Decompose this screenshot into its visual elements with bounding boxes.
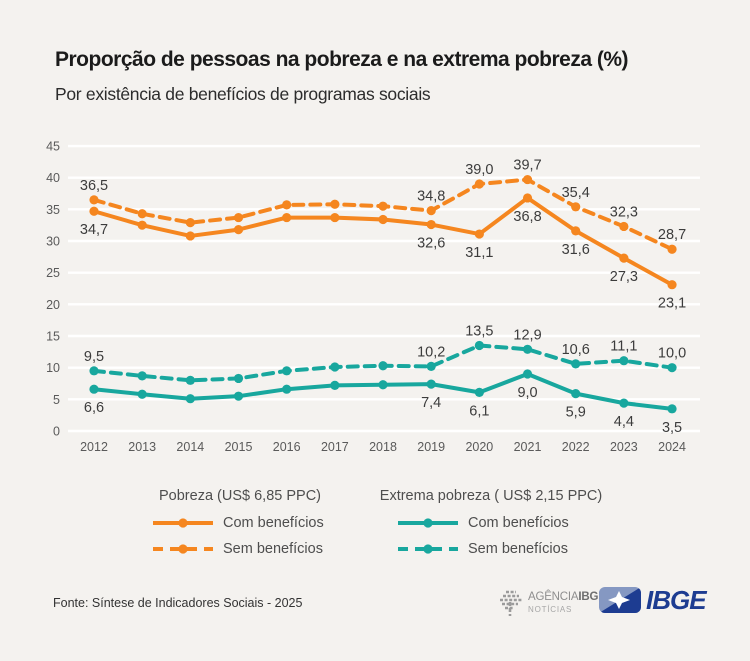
- legend-item-label: Com benefícios: [223, 515, 324, 531]
- svg-text:34,8: 34,8: [417, 189, 445, 205]
- svg-text:31,6: 31,6: [562, 242, 590, 258]
- svg-text:40: 40: [46, 171, 60, 185]
- agencia-logo-line1: AGÊNCIAIBGE: [528, 591, 606, 604]
- legend-item-label: Sem benefícios: [223, 541, 323, 557]
- svg-text:5: 5: [53, 393, 60, 407]
- legend-item-pobreza-sem-beneficios: Sem benefícios: [153, 541, 323, 557]
- svg-text:2012: 2012: [80, 440, 108, 454]
- svg-text:25: 25: [46, 266, 60, 280]
- svg-text:28,7: 28,7: [658, 227, 686, 243]
- svg-text:6,1: 6,1: [469, 403, 489, 419]
- legend-item-extrema-sem-beneficios: Sem benefícios: [398, 541, 568, 557]
- svg-text:35,4: 35,4: [562, 185, 590, 201]
- svg-text:30: 30: [46, 235, 60, 249]
- svg-text:27,3: 27,3: [610, 269, 638, 285]
- page-title: Proporção de pessoas na pobreza e na ext…: [55, 48, 629, 71]
- svg-text:32,6: 32,6: [417, 236, 445, 252]
- svg-text:12,9: 12,9: [513, 327, 541, 343]
- solid-line-sample-icon: [398, 518, 458, 528]
- svg-text:11,1: 11,1: [610, 339, 637, 355]
- gridlines: [68, 144, 700, 433]
- legend-group-title-extrema-pobreza: Extrema pobreza ( US$ 2,15 PPC): [379, 488, 603, 504]
- svg-text:10,2: 10,2: [417, 344, 445, 360]
- svg-text:9,5: 9,5: [84, 349, 104, 365]
- svg-text:2014: 2014: [176, 440, 204, 454]
- svg-text:2021: 2021: [514, 440, 542, 454]
- y-axis-tick-labels: 0 5 10 15 20 25 30 35 40 45: [46, 140, 60, 439]
- svg-text:3,5: 3,5: [662, 420, 682, 436]
- svg-text:2013: 2013: [128, 440, 156, 454]
- svg-text:2016: 2016: [273, 440, 301, 454]
- agencia-word: AGÊNCIA: [528, 591, 579, 603]
- svg-text:34,7: 34,7: [80, 222, 108, 238]
- series-sem-benefícios-teal: 9,5 10,2 13,5 12,9 10,6 11,1 10,0: [84, 324, 686, 385]
- svg-text:10,0: 10,0: [658, 346, 686, 362]
- svg-text:32,3: 32,3: [610, 204, 638, 220]
- svg-text:31,1: 31,1: [465, 245, 493, 261]
- dashed-line-sample-icon: [153, 544, 213, 554]
- legend-item-extrema-com-beneficios: Com benefícios: [398, 515, 569, 531]
- svg-text:23,1: 23,1: [658, 296, 686, 312]
- svg-text:9,0: 9,0: [517, 385, 537, 401]
- legend-group-title-pobreza: Pobreza (US$ 6,85 PPC): [159, 488, 321, 504]
- svg-text:2017: 2017: [321, 440, 349, 454]
- svg-text:7,4: 7,4: [421, 395, 441, 411]
- svg-text:2019: 2019: [417, 440, 445, 454]
- solid-line-sample-icon: [153, 518, 213, 528]
- agencia-logo-line2: NOTÍCIAS: [528, 604, 573, 614]
- svg-text:2015: 2015: [225, 440, 253, 454]
- agencia-tree-icon: [500, 590, 522, 616]
- svg-text:15: 15: [46, 330, 60, 344]
- svg-text:5,9: 5,9: [566, 405, 586, 421]
- svg-text:39,7: 39,7: [513, 158, 541, 174]
- svg-text:20: 20: [46, 298, 60, 312]
- svg-text:45: 45: [46, 140, 60, 154]
- page-subtitle: Por existência de benefícios de programa…: [55, 84, 431, 104]
- svg-text:10,6: 10,6: [562, 342, 590, 358]
- svg-text:10: 10: [46, 361, 60, 375]
- ibge-compass-icon: [599, 587, 641, 613]
- dashed-line-sample-icon: [398, 544, 458, 554]
- svg-text:0: 0: [53, 425, 60, 439]
- x-axis-labels: 2012 2013 2014 2015 2016 2017 2018 2019 2020 2021…: [80, 440, 686, 454]
- series-sem-benefícios-orange: 36,5 34,8 39,0 39,7 35,4 32,3 28,7: [80, 158, 686, 254]
- agencia-ibge-word: IBGE: [578, 591, 606, 603]
- series-com-benefícios-teal: 6,6 7,4 6,1 9,0 5,9 4,4 3,5: [84, 369, 682, 436]
- legend-item-label: Sem benefícios: [468, 541, 568, 557]
- source-note: Fonte: Síntese de Indicadores Sociais - …: [53, 596, 303, 610]
- agencia-ibge-noticias-logo: AGÊNCIAIBGE NOTÍCIAS: [497, 589, 606, 617]
- svg-text:2020: 2020: [465, 440, 493, 454]
- svg-text:35: 35: [46, 203, 60, 217]
- ibge-logo: IBGE: [599, 585, 707, 615]
- svg-text:2018: 2018: [369, 440, 397, 454]
- svg-text:6,6: 6,6: [84, 400, 104, 416]
- legend-item-label: Com benefícios: [468, 515, 569, 531]
- svg-text:36,5: 36,5: [80, 178, 108, 194]
- svg-text:2024: 2024: [658, 440, 686, 454]
- agencia-logo-text: AGÊNCIAIBGE NOTÍCIAS: [528, 589, 606, 614]
- svg-text:36,8: 36,8: [513, 209, 541, 225]
- ibge-logo-word: IBGE: [646, 585, 707, 615]
- svg-text:2022: 2022: [562, 440, 590, 454]
- series-com-benefícios-orange: 34,7 32,6 31,1 36,8 31,6 27,3 23,1: [80, 193, 686, 312]
- legend-item-pobreza-com-beneficios: Com benefícios: [153, 515, 324, 531]
- svg-text:39,0: 39,0: [465, 162, 493, 178]
- svg-text:13,5: 13,5: [465, 324, 493, 340]
- svg-text:4,4: 4,4: [614, 414, 634, 430]
- svg-text:2023: 2023: [610, 440, 638, 454]
